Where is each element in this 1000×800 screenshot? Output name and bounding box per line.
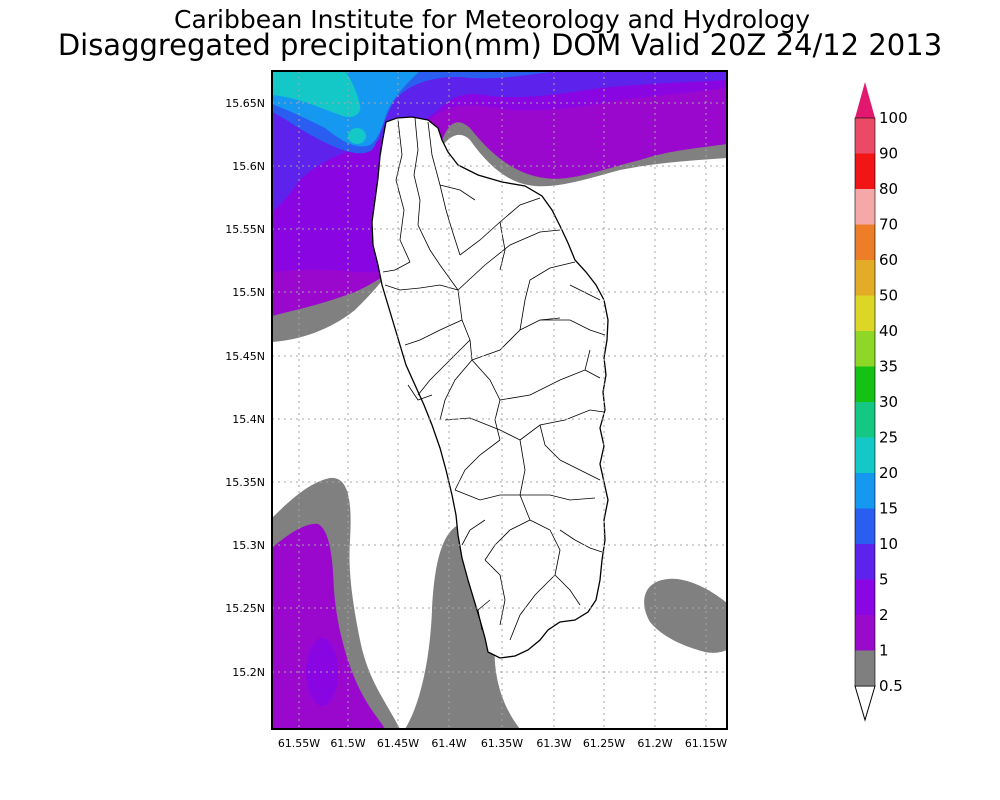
colorbar-segment (855, 295, 875, 331)
colorbar-segment (855, 402, 875, 438)
colorbar-segment (855, 473, 875, 509)
colorbar-lower-triangle (854, 685, 876, 722)
colorbar-upper-triangle (855, 82, 875, 118)
colorbar-outline (854, 117, 876, 687)
colorbar-level-label: 40 (879, 322, 898, 340)
precip-zone-0.5mm-east (644, 578, 727, 653)
precip-zone-20mm-north (272, 71, 361, 117)
lat-tick-label: 15.55N (225, 223, 265, 236)
lat-tick-label: 15.45N (225, 350, 265, 363)
lon-tick-label: 61.15W (685, 737, 727, 750)
colorbar-segment (855, 189, 875, 225)
lon-tick-label: 61.5W (330, 737, 365, 750)
colorbar-level-label: 1 (879, 642, 889, 660)
colorbar-segment (855, 615, 875, 651)
latitude-axis: 15.65N 15.6N 15.55N 15.5N 15.45N 15.4N 1… (225, 97, 265, 679)
colorbar-level-label: 70 (879, 216, 898, 234)
lat-tick-label: 15.2N (232, 666, 265, 679)
lon-tick-label: 61.4W (431, 737, 466, 750)
colorbar-segment (855, 579, 875, 615)
lat-tick-label: 15.5N (232, 286, 265, 299)
colorbar-level-label: 50 (879, 287, 898, 305)
colorbar-segment (855, 508, 875, 544)
dominica-island (371, 116, 609, 659)
colorbar-level-label: 35 (879, 358, 898, 376)
colorbar-level-label: 30 (879, 393, 898, 411)
product-title: Disaggregated precipitation(mm) DOM Vali… (58, 28, 942, 62)
colorbar-level-label: 25 (879, 429, 898, 447)
colorbar-segment (855, 224, 875, 260)
colorbar-level-label: 20 (879, 464, 898, 482)
colorbar-segment (855, 650, 875, 686)
colorbar-level-label: 60 (879, 251, 898, 269)
lat-tick-label: 15.65N (225, 97, 265, 110)
lon-tick-label: 61.55W (278, 737, 320, 750)
colorbar-segment (855, 118, 875, 154)
map-frame (271, 70, 728, 730)
colorbar-segment (855, 544, 875, 580)
colorbar-level-label: 15 (879, 500, 898, 518)
lon-tick-label: 61.25W (583, 737, 625, 750)
lat-tick-label: 15.6N (232, 160, 265, 173)
institute-title: Caribbean Institute for Meteorology and … (174, 5, 810, 34)
lon-tick-label: 61.2W (637, 737, 672, 750)
colorbar-level-label: 10 (879, 535, 898, 553)
colorbar-level-label: 2 (879, 606, 889, 624)
lat-tick-label: 15.4N (232, 413, 265, 426)
lat-lon-gridlines (272, 71, 727, 729)
lon-tick-label: 61.35W (481, 737, 523, 750)
colorbar-level-label: 0.5 (879, 677, 903, 695)
colorbar-segment (855, 331, 875, 367)
colorbar-segment (855, 366, 875, 402)
lat-tick-label: 15.3N (232, 539, 265, 552)
colorbar-level-label: 5 (879, 571, 889, 589)
lon-tick-label: 61.3W (536, 737, 571, 750)
lon-tick-label: 61.45W (377, 737, 419, 750)
colorbar-segment (855, 437, 875, 473)
lat-tick-label: 15.25N (225, 602, 265, 615)
precip-zone-1mm-southwest (272, 523, 385, 729)
map-panel: 15.65N 15.6N 15.55N 15.5N 15.45N 15.4N 1… (225, 70, 728, 750)
colorbar-segment (855, 153, 875, 189)
watershed-lines (382, 117, 606, 641)
precip-cell-20mm-north (348, 128, 366, 144)
colorbar-segment (855, 260, 875, 296)
colorbar-level-label: 100 (879, 109, 908, 127)
colorbar-level-label: 80 (879, 180, 898, 198)
lat-tick-label: 15.35N (225, 476, 265, 489)
longitude-axis: 61.55W 61.5W 61.45W 61.4W 61.35W 61.3W 6… (278, 737, 727, 750)
colorbar-level-label: 90 (879, 145, 898, 163)
